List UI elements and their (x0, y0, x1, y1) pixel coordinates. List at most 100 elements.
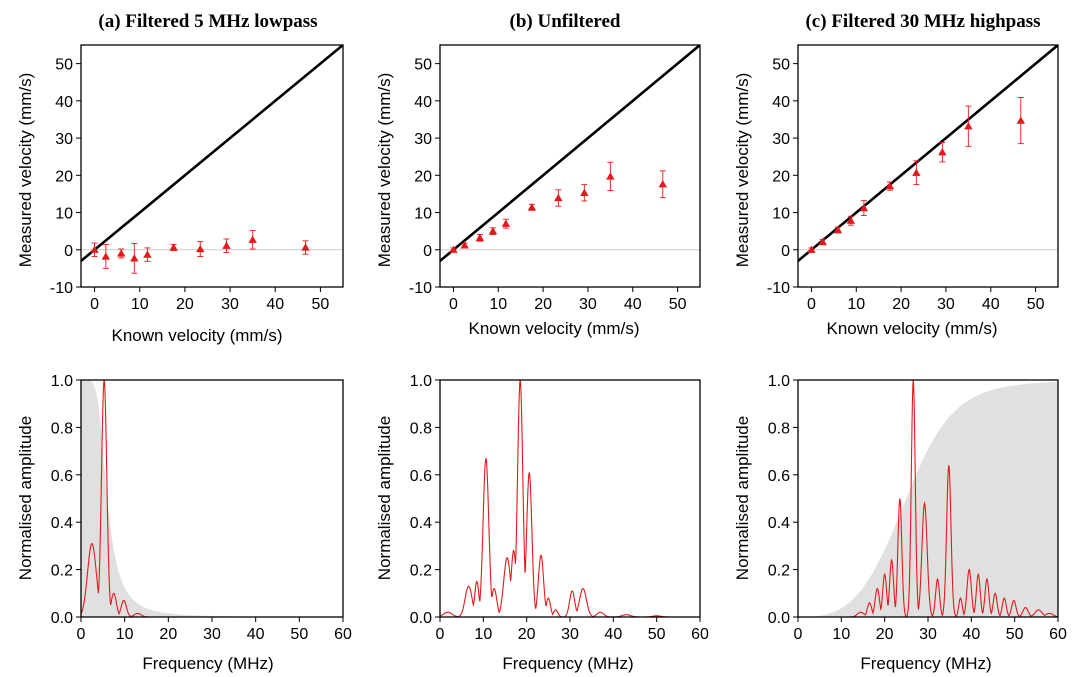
data-point-marker (169, 243, 178, 251)
x-tick-label: 10 (474, 626, 492, 643)
spectrum-line (798, 380, 1058, 617)
plot-frame (439, 44, 701, 288)
x-tick-label: 20 (892, 296, 910, 313)
panel-c-bottom-ylabel: Normalised amplitude (733, 416, 752, 580)
x-tick-label: 50 (1027, 296, 1045, 313)
y-tick-label: 1.0 (768, 373, 790, 390)
data-point-marker (101, 252, 111, 260)
x-tick-label: 30 (937, 296, 955, 313)
panel-a-spectrum-plot: 0 10 20 30 40 50 60 0.0 0.2 0.4 0.6 0.8 1.0 (51, 373, 352, 643)
filter-passband-area (798, 380, 1058, 617)
x-tick-label: 40 (982, 296, 1000, 313)
y-tick-label: 0.4 (410, 515, 432, 532)
data-point-marker (833, 225, 843, 234)
y-tick-label: 20 (414, 168, 432, 185)
y-tick-label: 50 (772, 57, 790, 74)
plot-inner (798, 45, 1058, 263)
y-tick-label: -10 (50, 280, 73, 297)
y-tick-label: 0.0 (51, 610, 73, 627)
y-tick-label: 0.6 (51, 468, 73, 485)
panel-c-title: (c) Filtered 30 MHz highpass (805, 11, 1040, 32)
data-point-marker (606, 172, 615, 180)
y-tick-label: 40 (414, 94, 432, 111)
x-tick-label: 10 (489, 296, 507, 313)
y-tick-label: 0.2 (51, 563, 73, 580)
y-tick-label: 0.6 (410, 468, 432, 485)
y-tick-label: 0 (64, 243, 73, 260)
panel-c-spectrum-plot: 0 10 20 30 40 50 60 0.0 0.2 0.4 0.6 0.8 1.0 (768, 373, 1067, 643)
data-point-marker (1016, 116, 1025, 124)
data-point-marker (859, 203, 869, 212)
x-tick-label: 30 (561, 626, 579, 643)
y-tick-label: 40 (772, 94, 790, 111)
x-tick-label: 0 (77, 626, 86, 643)
identity-line (81, 45, 343, 263)
spectrum-line (81, 380, 343, 617)
plot-inner (798, 380, 1058, 617)
x-tick-label: 50 (1006, 626, 1024, 643)
y-tick-label: 40 (55, 94, 73, 111)
data-point-marker (488, 226, 498, 235)
data-point-marker (818, 237, 827, 246)
x-tick-label: 30 (579, 296, 597, 313)
data-point-marker (460, 241, 469, 249)
y-tick-label: 0 (423, 243, 432, 260)
y-tick-label: 20 (55, 168, 73, 185)
data-point-marker (90, 245, 99, 253)
panel-a-title: (a) Filtered 5 MHz lowpass (98, 11, 317, 32)
y-tick-label: 30 (772, 131, 790, 148)
panel-b-velocity-plot: 0 10 20 30 40 50 -10 0 10 20 30 40 50 (409, 44, 701, 313)
x-tick-label: 0 (436, 626, 445, 643)
x-tick-label: 40 (247, 626, 265, 643)
panel-b-top-ylabel: Measured velocity (mm/s) (375, 73, 394, 268)
x-tick-label: 60 (334, 626, 352, 643)
panel-c-bottom-xlabel: Frequency (MHz) (860, 654, 991, 673)
y-tick-label: 10 (772, 206, 790, 223)
y-tick-label: 50 (55, 57, 73, 74)
y-tick-label: 1.0 (51, 373, 73, 390)
y-tick-label: 0.6 (768, 468, 790, 485)
data-point-marker (301, 243, 310, 251)
x-tick-label: 40 (604, 626, 622, 643)
x-tick-label: 20 (534, 296, 552, 313)
x-tick-label: 30 (919, 626, 937, 643)
spectrum-line (440, 380, 700, 617)
data-point-marker (912, 168, 921, 176)
data-point-marker (938, 148, 947, 156)
x-tick-label: 10 (832, 626, 850, 643)
data-point-marker (658, 180, 667, 188)
x-tick-label: 0 (794, 626, 803, 643)
x-tick-label: 60 (1049, 626, 1067, 643)
y-tick-label: 0.8 (410, 420, 432, 437)
panel-a-velocity-plot: 0 10 20 30 40 50 -10 0 10 20 30 40 50 (50, 44, 344, 313)
x-tick-label: 40 (624, 296, 642, 313)
data-point-marker (501, 219, 511, 227)
data-point-marker (885, 181, 895, 190)
data-point-marker (580, 188, 589, 196)
y-tick-label: 0.2 (768, 563, 790, 580)
x-tick-label: 50 (312, 296, 330, 313)
y-tick-label: 1.0 (410, 373, 432, 390)
plot-inner (440, 380, 700, 617)
x-tick-label: 50 (669, 296, 687, 313)
plot-frame (797, 44, 1059, 288)
panel-b-spectrum-plot: 0 10 20 30 40 50 60 0.0 0.2 0.4 0.6 0.8 1.0 (410, 373, 709, 643)
x-tick-label: 30 (221, 296, 239, 313)
panel-b-bottom-xlabel: Frequency (MHz) (502, 654, 633, 673)
x-tick-label: 20 (159, 626, 177, 643)
y-tick-label: 20 (772, 168, 790, 185)
y-tick-label: 10 (55, 206, 73, 223)
x-tick-label: 30 (203, 626, 221, 643)
x-tick-label: 0 (90, 296, 99, 313)
data-point-marker (527, 203, 537, 211)
y-tick-label: 0.0 (410, 610, 432, 627)
data-point-marker (807, 245, 816, 253)
panel-b-top-xlabel: Known velocity (mm/s) (469, 319, 640, 338)
data-point-marker (449, 245, 458, 253)
panel-a-top-ylabel: Measured velocity (mm/s) (16, 73, 35, 268)
x-tick-label: 60 (691, 626, 709, 643)
data-point-marker (130, 254, 139, 262)
y-tick-label: 0.4 (51, 515, 73, 532)
identity-line (798, 45, 1058, 263)
y-tick-label: 30 (55, 131, 73, 148)
